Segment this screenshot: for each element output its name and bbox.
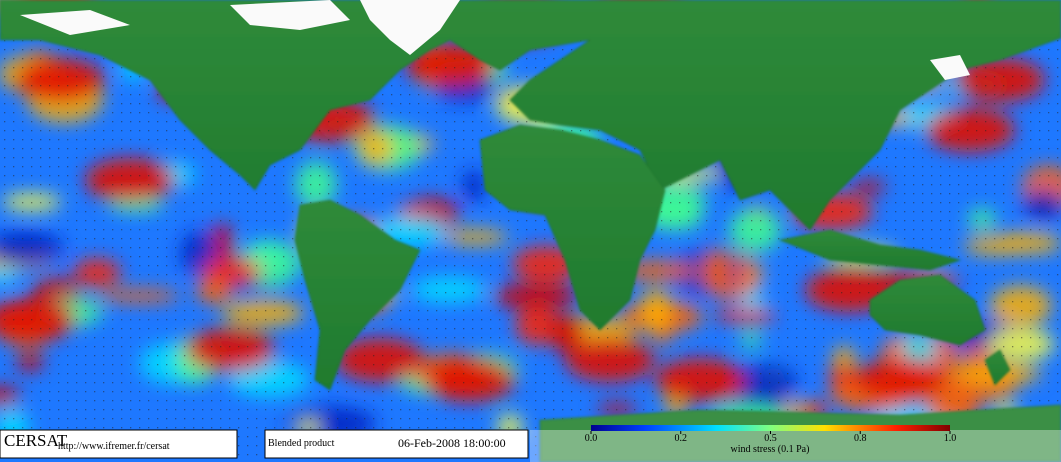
colorbar-label: wind stress (0.1 Pa): [731, 444, 810, 455]
colorbar-backdrop: [530, 430, 1061, 462]
colorbar-tick-label: 0.0: [585, 433, 598, 444]
colorbar: [591, 425, 950, 431]
ice: [20, 0, 970, 80]
logo-box: [0, 429, 238, 459]
colorbar-tick-label: 0.5: [764, 433, 777, 444]
colorbar-tick-label: 0.2: [675, 433, 688, 444]
product-box: [264, 429, 529, 459]
datetime: 06-Feb-2008 18:00:00: [398, 436, 506, 450]
colorbar-tick-label: 0.8: [854, 433, 867, 444]
colorbar-tick-label: 1.0: [944, 433, 957, 444]
product: Blended product: [268, 438, 335, 449]
logo: CERSAT: [4, 431, 68, 450]
url: http://www.ifremer.fr/cersat: [58, 441, 170, 452]
